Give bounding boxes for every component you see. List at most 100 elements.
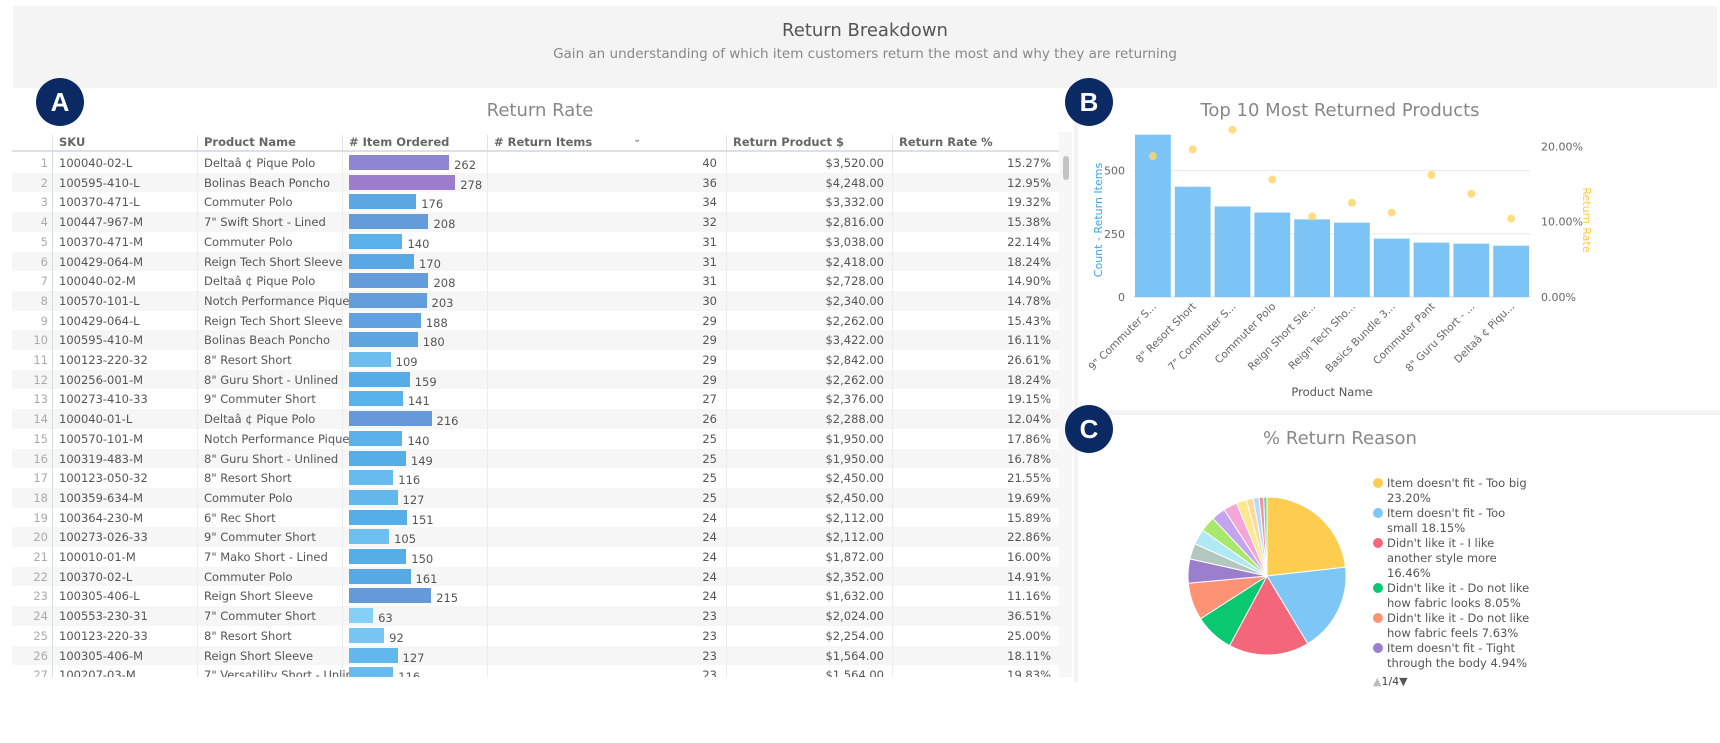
table-row[interactable]: 1 100040-02-L Deltaâ ¢ Pique Polo 262 40… — [12, 153, 1059, 173]
sku-cell: 100305-406-L — [59, 589, 140, 604]
return-product-cell: $2,816.00 — [825, 215, 884, 230]
return-product-cell: $2,288.00 — [825, 412, 884, 427]
col-return-product[interactable]: Return Product $ — [726, 135, 844, 150]
col-sku[interactable]: SKU — [52, 135, 85, 150]
table-row[interactable]: 22 100370-02-L Commuter Polo 161 24 $2,3… — [12, 566, 1059, 587]
sku-cell: 100256-001-M — [59, 372, 144, 387]
col-item-ordered[interactable]: # Item Ordered — [342, 135, 449, 150]
table-row[interactable]: 9 100429-064-L Reign Tech Short Sleeve 1… — [12, 311, 1059, 331]
table-row[interactable]: 23 100305-406-L Reign Short Sleeve 215 2… — [12, 586, 1059, 606]
x-tick-label: 8" Guru Short - ... — [1403, 301, 1477, 375]
item-ordered-bar — [349, 292, 427, 308]
item-ordered-value: 140 — [407, 433, 430, 448]
item-ordered-bar — [349, 450, 406, 466]
table-row[interactable]: 17 100123-050-32 8" Resort Short 116 25 … — [12, 468, 1059, 488]
sku-cell: 100595-410-L — [59, 175, 140, 190]
legend-item[interactable]: Didn't like it - Do not like how fabric … — [1373, 581, 1533, 611]
legend-item[interactable]: Didn't like it - Do not like how fabric … — [1373, 611, 1533, 641]
return-items-cell: 27 — [702, 392, 717, 407]
legend-label: Didn't like it - Do not like how fabric … — [1387, 611, 1530, 640]
table-row[interactable]: 16 100319-483-M 8" Guru Short - Unlined … — [12, 448, 1059, 469]
legend-item[interactable]: Item doesn't fit - Too small 18.15% — [1373, 506, 1533, 536]
bar — [1135, 134, 1171, 297]
return-rate-cell: 11.16% — [1007, 589, 1051, 604]
return-items-cell: 23 — [702, 628, 717, 643]
table-row[interactable]: 7 100040-02-M Deltaâ ¢ Pique Polo 208 31… — [12, 271, 1059, 291]
col-product-name[interactable]: Product Name — [197, 135, 296, 150]
table-row[interactable]: 6 100429-064-M Reign Tech Short Sleeve 1… — [12, 251, 1059, 272]
bar — [1174, 186, 1211, 297]
table-row[interactable]: 24 100553-230-31 7" Commuter Short 63 23… — [12, 606, 1059, 626]
return-rate-cell: 26.61% — [1007, 353, 1051, 367]
product-name-cell: 8" Guru Short - Unlined — [204, 372, 339, 387]
chevron-down-icon[interactable]: ⌄ — [633, 134, 642, 145]
return-rate-cell: 14.90% — [1007, 274, 1051, 289]
product-name-cell: Bolinas Beach Poncho — [204, 333, 331, 348]
legend-item[interactable]: Item doesn't fit - Tight through the bod… — [1373, 641, 1533, 671]
table-row[interactable]: 2 100595-410-L Bolinas Beach Poncho 278 … — [12, 172, 1059, 193]
y-axis-title: Count - Return Items — [1092, 163, 1105, 278]
return-product-cell: $2,112.00 — [825, 530, 884, 545]
table-row[interactable]: 10 100595-410-M Bolinas Beach Poncho 180… — [12, 330, 1059, 350]
row-number: 13 — [33, 392, 48, 407]
legend-label: Didn't like it - Do not like how fabric … — [1387, 581, 1530, 610]
table-scrollbar[interactable] — [1059, 132, 1072, 677]
product-name-cell: Reign Short Sleeve — [204, 589, 314, 604]
badge-a: A — [36, 78, 84, 126]
table-row[interactable]: 19 100364-230-M 6" Rec Short 151 24 $2,1… — [12, 508, 1059, 528]
pie-slice — [1266, 566, 1347, 645]
table-row[interactable]: 15 100570-101-M Notch Performance Pique … — [12, 429, 1059, 449]
item-ordered-bar — [349, 371, 410, 387]
col-return-items[interactable]: # Return Items ⌄ — [487, 134, 726, 150]
return-product-cell: $2,352.00 — [825, 569, 884, 584]
item-ordered-value: 92 — [389, 630, 404, 645]
table-row[interactable]: 26 100305-406-M Reign Short Sleeve 127 2… — [12, 645, 1059, 666]
product-name-cell: 9" Commuter Short — [204, 530, 316, 545]
row-number: 1 — [40, 156, 48, 170]
table-row[interactable]: 4 100447-967-M 7" Swift Short - Lined 20… — [12, 212, 1059, 232]
return-product-cell: $1,950.00 — [825, 451, 884, 466]
table-row[interactable]: 5 100370-471-M Commuter Polo 140 31 $3,0… — [12, 232, 1059, 252]
table-row[interactable]: 21 100010-01-M 7" Mako Short - Lined 150… — [12, 547, 1059, 567]
item-ordered-value: 159 — [414, 374, 437, 389]
table-row[interactable]: 3 100370-471-L Commuter Polo 176 34 $3,3… — [12, 192, 1059, 212]
sku-cell: 100123-220-32 — [59, 353, 148, 367]
product-name-cell: 7" Mako Short - Lined — [204, 550, 328, 564]
table-row[interactable]: 13 100273-410-33 9" Commuter Short 141 2… — [12, 389, 1059, 409]
y2-tick-label: 20.00% — [1541, 140, 1583, 153]
pie-slice — [1263, 496, 1268, 577]
table-row[interactable]: 20 100273-026-33 9" Commuter Short 105 2… — [12, 527, 1059, 547]
item-ordered-value: 116 — [398, 473, 421, 488]
legend-item[interactable]: Didn't like it - I like another style mo… — [1373, 536, 1533, 581]
product-name-cell: 7" Versatility Short - Unlined — [204, 668, 368, 677]
row-number: 12 — [33, 372, 48, 387]
return-product-cell: $2,450.00 — [825, 490, 884, 505]
bar — [1373, 238, 1410, 297]
product-name-cell: Reign Tech Short Sleeve — [204, 254, 343, 269]
return-product-cell: $3,038.00 — [825, 234, 884, 249]
table-row[interactable]: 12 100256-001-M 8" Guru Short - Unlined … — [12, 369, 1059, 390]
pager-down-icon[interactable]: ▼ — [1399, 675, 1408, 688]
table-row[interactable]: 18 100359-634-M Commuter Polo 127 25 $2,… — [12, 487, 1059, 508]
col-return-rate[interactable]: Return Rate % — [892, 135, 993, 150]
item-ordered-bar — [349, 509, 407, 525]
product-name-cell: 9" Commuter Short — [204, 392, 316, 407]
item-ordered-value: 208 — [433, 217, 456, 232]
table-row[interactable]: 27 100207-03-M 7" Versatility Short - Un… — [12, 665, 1059, 677]
return-items-cell: 29 — [702, 313, 717, 328]
table-row[interactable]: 14 100040-01-L Deltaâ ¢ Pique Polo 216 2… — [12, 409, 1059, 429]
return-items-cell: 29 — [702, 333, 717, 348]
legend-item[interactable]: Item doesn't fit - Too big 23.20% — [1373, 476, 1533, 506]
product-name-cell: Notch Performance Pique ... — [204, 293, 365, 308]
table-row[interactable]: 11 100123-220-32 8" Resort Short 109 29 … — [12, 350, 1059, 370]
return-rate-cell: 18.24% — [1007, 372, 1051, 387]
pager-up-icon[interactable]: ▲ — [1373, 675, 1382, 688]
legend-pct: 23.20% — [1387, 491, 1431, 505]
table-row[interactable]: 25 100123-220-33 8" Resort Short 92 23 $… — [12, 626, 1059, 646]
product-name-cell: Commuter Polo — [204, 569, 293, 584]
scrollbar-thumb[interactable] — [1063, 156, 1069, 180]
sku-cell: 100370-471-M — [59, 234, 144, 249]
product-name-cell: Bolinas Beach Poncho — [204, 175, 331, 190]
item-ordered-bar — [349, 312, 421, 328]
table-row[interactable]: 8 100570-101-L Notch Performance Pique .… — [12, 290, 1059, 311]
